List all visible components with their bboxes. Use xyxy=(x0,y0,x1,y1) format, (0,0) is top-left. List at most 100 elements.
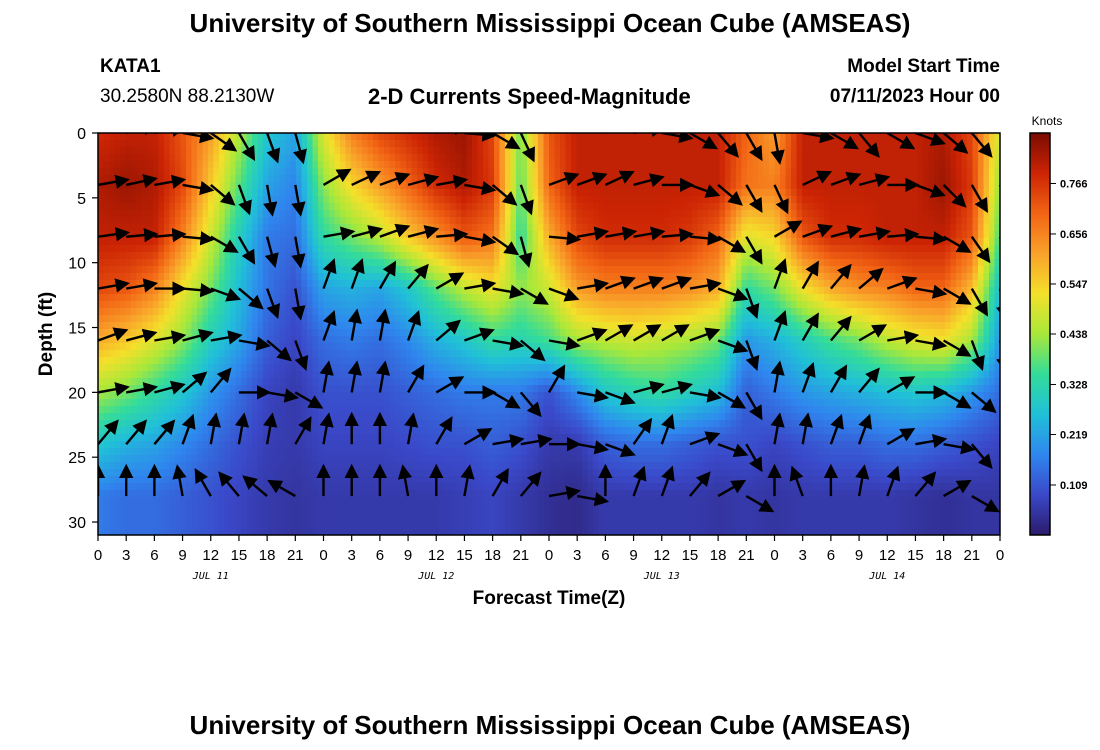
heatmap-cell xyxy=(109,469,116,477)
heatmap-cell xyxy=(373,392,380,400)
heatmap-cell xyxy=(444,462,451,470)
heatmap-cell xyxy=(329,413,336,421)
heatmap-cell xyxy=(164,329,171,337)
heatmap-cell xyxy=(505,301,512,309)
heatmap-cell xyxy=(560,182,567,190)
heatmap-cell xyxy=(301,483,308,491)
heatmap-cell xyxy=(169,196,176,204)
heatmap-cell xyxy=(494,357,501,365)
heatmap-cell xyxy=(433,329,440,337)
heatmap-cell xyxy=(235,406,242,414)
heatmap-cell xyxy=(125,441,132,449)
heatmap-cell xyxy=(466,399,473,407)
heatmap-cell xyxy=(461,196,468,204)
heatmap-cell xyxy=(340,315,347,323)
heatmap-cell xyxy=(235,504,242,512)
heatmap-cell xyxy=(158,217,165,225)
heatmap-cell xyxy=(362,434,369,442)
heatmap-cell xyxy=(202,378,209,386)
heatmap-cell xyxy=(114,413,121,421)
heatmap-cell xyxy=(554,434,561,442)
heatmap-cell xyxy=(334,329,341,337)
heatmap-cell xyxy=(334,315,341,323)
heatmap-cell xyxy=(527,518,534,526)
heatmap-cell xyxy=(109,371,116,379)
heatmap-cell xyxy=(538,490,545,498)
heatmap-cell xyxy=(494,385,501,393)
heatmap-cell xyxy=(554,308,561,316)
heatmap-cell xyxy=(362,392,369,400)
heatmap-cell xyxy=(356,189,363,197)
heatmap-cell xyxy=(378,455,385,463)
heatmap-cell xyxy=(538,399,545,407)
heatmap-cell xyxy=(521,504,528,512)
heatmap-cell xyxy=(186,252,193,260)
heatmap-cell xyxy=(158,392,165,400)
heatmap-cell xyxy=(241,497,248,505)
heatmap-cell xyxy=(323,434,330,442)
heatmap-cell xyxy=(499,434,506,442)
heatmap-cell xyxy=(290,273,297,281)
heatmap-cell xyxy=(191,154,198,162)
heatmap-cell xyxy=(554,504,561,512)
heatmap-cell xyxy=(268,469,275,477)
heatmap-cell xyxy=(285,322,292,330)
heatmap-cell xyxy=(114,462,121,470)
heatmap-cell xyxy=(224,525,231,533)
heatmap-cell xyxy=(554,189,561,197)
heatmap-cell xyxy=(268,322,275,330)
heatmap-cell xyxy=(505,413,512,421)
heatmap-cell xyxy=(158,259,165,267)
heatmap-cell xyxy=(329,490,336,498)
heatmap-cell xyxy=(549,294,556,302)
heatmap-cell xyxy=(290,420,297,428)
heatmap-cell xyxy=(257,231,264,239)
heatmap-cell xyxy=(257,399,264,407)
heatmap-cell xyxy=(389,413,396,421)
heatmap-cell xyxy=(362,420,369,428)
heatmap-cell xyxy=(450,420,457,428)
heatmap-cell xyxy=(246,532,253,535)
heatmap-cell xyxy=(428,490,435,498)
heatmap-cell xyxy=(450,371,457,379)
heatmap-cell xyxy=(455,189,462,197)
heatmap-cell xyxy=(483,168,490,176)
heatmap-cell xyxy=(378,336,385,344)
heatmap-cell xyxy=(411,462,418,470)
heatmap-cell xyxy=(213,224,220,232)
heatmap-cell xyxy=(213,245,220,253)
heatmap-cell xyxy=(483,315,490,323)
heatmap-cell xyxy=(98,392,105,400)
heatmap-cell xyxy=(290,350,297,358)
heatmap-cell xyxy=(521,315,528,323)
heatmap-cell xyxy=(428,161,435,169)
heatmap-cell xyxy=(307,371,314,379)
heatmap-cell xyxy=(301,525,308,533)
heatmap-cell xyxy=(334,140,341,148)
heatmap-cell xyxy=(175,350,182,358)
heatmap-cell xyxy=(279,427,286,435)
heatmap-cell xyxy=(356,413,363,421)
heatmap-cell xyxy=(147,322,154,330)
heatmap-cell xyxy=(472,413,479,421)
heatmap-cell xyxy=(219,231,226,239)
heatmap-cell xyxy=(389,378,396,386)
heatmap-cell xyxy=(538,273,545,281)
heatmap-cell xyxy=(246,406,253,414)
heatmap-cell xyxy=(109,441,116,449)
heatmap-cell xyxy=(213,476,220,484)
heatmap-cell xyxy=(109,266,116,274)
heatmap-cell xyxy=(439,434,446,442)
heatmap-cell xyxy=(466,357,473,365)
heatmap-cell xyxy=(406,469,413,477)
heatmap-cell xyxy=(334,483,341,491)
heatmap-cell xyxy=(466,301,473,309)
heatmap-cell xyxy=(213,315,220,323)
heatmap-cell xyxy=(158,189,165,197)
heatmap-cell xyxy=(439,189,446,197)
heatmap-cell xyxy=(103,399,110,407)
heatmap-cell xyxy=(323,385,330,393)
heatmap-cell xyxy=(147,441,154,449)
heatmap-cell xyxy=(235,259,242,267)
heatmap-cell xyxy=(329,357,336,365)
